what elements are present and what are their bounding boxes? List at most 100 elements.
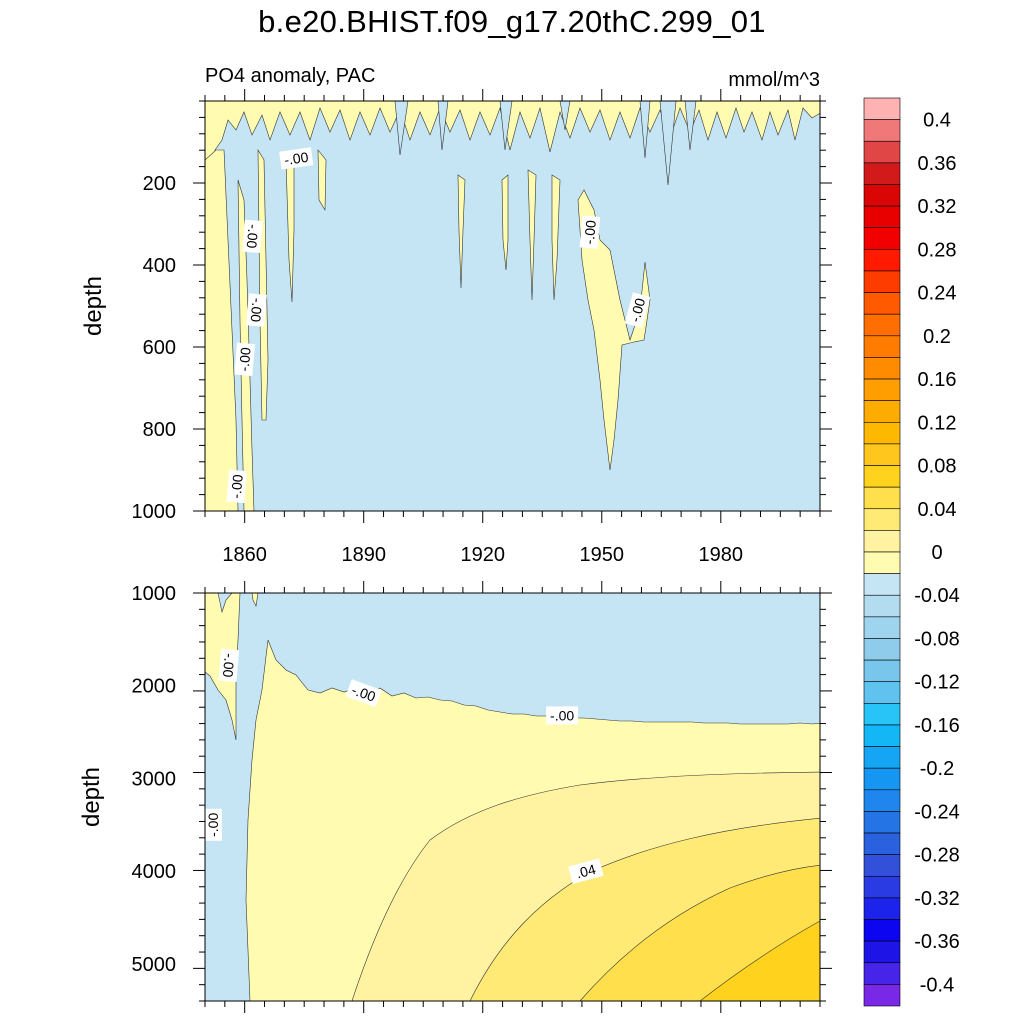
colorbar-swatch	[863, 292, 901, 315]
contour-label-text: .04	[574, 861, 597, 882]
y-tick-label: 600	[143, 337, 176, 359]
contour-label-text: -.00	[244, 224, 262, 250]
colorbar-label: 0.16	[918, 369, 957, 391]
colorbar-swatch	[863, 205, 901, 229]
colorbar-swatch	[863, 594, 901, 618]
colorbar-label: 0	[931, 542, 942, 564]
colorbar-label: 0.36	[918, 153, 957, 175]
contour-label-box	[279, 147, 314, 170]
lower-y-axis-title: depth	[78, 767, 105, 827]
contour-label-text: -.00	[248, 297, 266, 323]
contour-label-box	[345, 679, 382, 708]
colorbar-swatch	[863, 270, 901, 293]
colorbar-swatch	[863, 703, 901, 726]
y-tick-label: 400	[143, 255, 176, 277]
colorbar-label: 0.08	[918, 456, 957, 478]
lower-panel-plot-area	[205, 593, 820, 1001]
contour-label-text: -.00	[236, 346, 254, 372]
contour-label-text: -.00	[350, 682, 378, 705]
contour-label: -.00	[234, 342, 256, 377]
contour-label-box	[568, 858, 604, 885]
colorbar-label: -0.2	[920, 758, 954, 780]
colorbar-swatch	[863, 724, 901, 747]
upper-panel-frame	[204, 100, 821, 512]
contour-label-text: -.00	[627, 296, 649, 324]
contour-label: -.00	[242, 219, 263, 254]
colorbar-swatch	[863, 162, 901, 185]
x-tick-label: 1860	[222, 544, 267, 566]
colorbar-label: 0.32	[918, 196, 957, 218]
colorbar-swatch	[863, 508, 901, 531]
contour-label: -.00	[624, 292, 651, 328]
contour-label-box	[246, 293, 267, 327]
colorbar-swatch	[863, 962, 901, 985]
contour-label-box	[624, 292, 651, 328]
contour-label-box	[226, 469, 248, 504]
upper-plume-1860	[205, 149, 239, 511]
upper-streak-1868	[257, 148, 269, 421]
y-tick-label: 800	[143, 419, 176, 441]
units-label: mmol/m^3	[728, 69, 820, 91]
contour-label: -.00	[345, 679, 382, 708]
contour-label-box	[546, 706, 579, 725]
y-tick-label: 1000	[132, 501, 177, 523]
contour-label-box	[242, 219, 263, 254]
colorbar-label: 0.2	[923, 326, 951, 348]
colorbar-swatch	[863, 140, 901, 164]
contour-label: -.00	[546, 706, 579, 725]
contour-label: .04	[568, 858, 604, 885]
contour-label-text: -.00	[220, 653, 238, 679]
colorbar-swatch	[863, 638, 901, 661]
colorbar-swatch	[863, 421, 901, 445]
contour-label-text: -.00	[550, 707, 574, 723]
upper-streak-1880	[317, 149, 327, 212]
colorbar-swatch	[863, 659, 901, 683]
colorbar-label: -0.32	[914, 888, 960, 910]
y-tick-label: 5000	[132, 954, 177, 976]
colorbar-label: -0.36	[914, 931, 960, 953]
contour-label: -.00	[218, 648, 240, 683]
colorbar-label: 0.04	[918, 499, 957, 521]
colorbar-swatch	[863, 616, 901, 639]
lower-panel-frame	[204, 592, 821, 1002]
colorbar-label: -0.08	[914, 628, 960, 650]
x-tick-label: 1920	[460, 544, 505, 566]
colorbar-swatch	[863, 227, 901, 250]
y-tick-label: 200	[143, 173, 176, 195]
contour-label-text: -.00	[205, 813, 221, 837]
colorbar-label: -0.04	[914, 585, 960, 607]
colorbar-swatch	[863, 832, 901, 855]
colorbar-label: -0.28	[914, 845, 960, 867]
contour-label-box	[234, 342, 256, 377]
contour-label-box	[218, 648, 240, 683]
colorbar-label: -0.16	[914, 715, 960, 737]
colorbar-label: -0.4	[920, 974, 954, 996]
colorbar-swatch	[863, 875, 901, 899]
upper-y-axis-title: depth	[80, 276, 107, 336]
colorbar-label: -0.24	[914, 801, 960, 823]
colorbar-swatch	[863, 854, 901, 877]
colorbar-swatch	[863, 551, 901, 574]
colorbar-swatch	[863, 335, 901, 358]
colorbar-swatch	[863, 746, 901, 769]
upper-streak-1925	[501, 174, 509, 271]
contour-label: -.00	[226, 469, 248, 504]
colorbar-swatch	[863, 897, 901, 920]
colorbar-swatch	[863, 486, 901, 510]
colorbar-swatch	[863, 400, 901, 423]
colorbar-swatch	[863, 767, 901, 791]
colorbar: 0.4 0.36 0.32 0.28 0.24 0.2 0.16 0.12 0.08 0.04 0 -…	[863, 97, 960, 1007]
upper-streak-1940	[551, 174, 561, 301]
contour-label: -.00	[279, 147, 314, 170]
upper-axis-ticks: 1860 1890 1920 1950 1980 200 400 600 800 1000	[132, 89, 832, 566]
contour-label: -.00	[203, 808, 222, 841]
colorbar-label: 0.28	[918, 239, 957, 261]
colorbar-swatch	[863, 184, 901, 207]
colorbar-label: -0.12	[914, 672, 960, 694]
x-tick-label: 1980	[699, 544, 744, 566]
x-tick-label: 1890	[341, 544, 386, 566]
contour-label-box	[203, 808, 222, 841]
colorbar-swatch	[863, 811, 901, 834]
colorbar-label: 0.4	[923, 110, 951, 132]
